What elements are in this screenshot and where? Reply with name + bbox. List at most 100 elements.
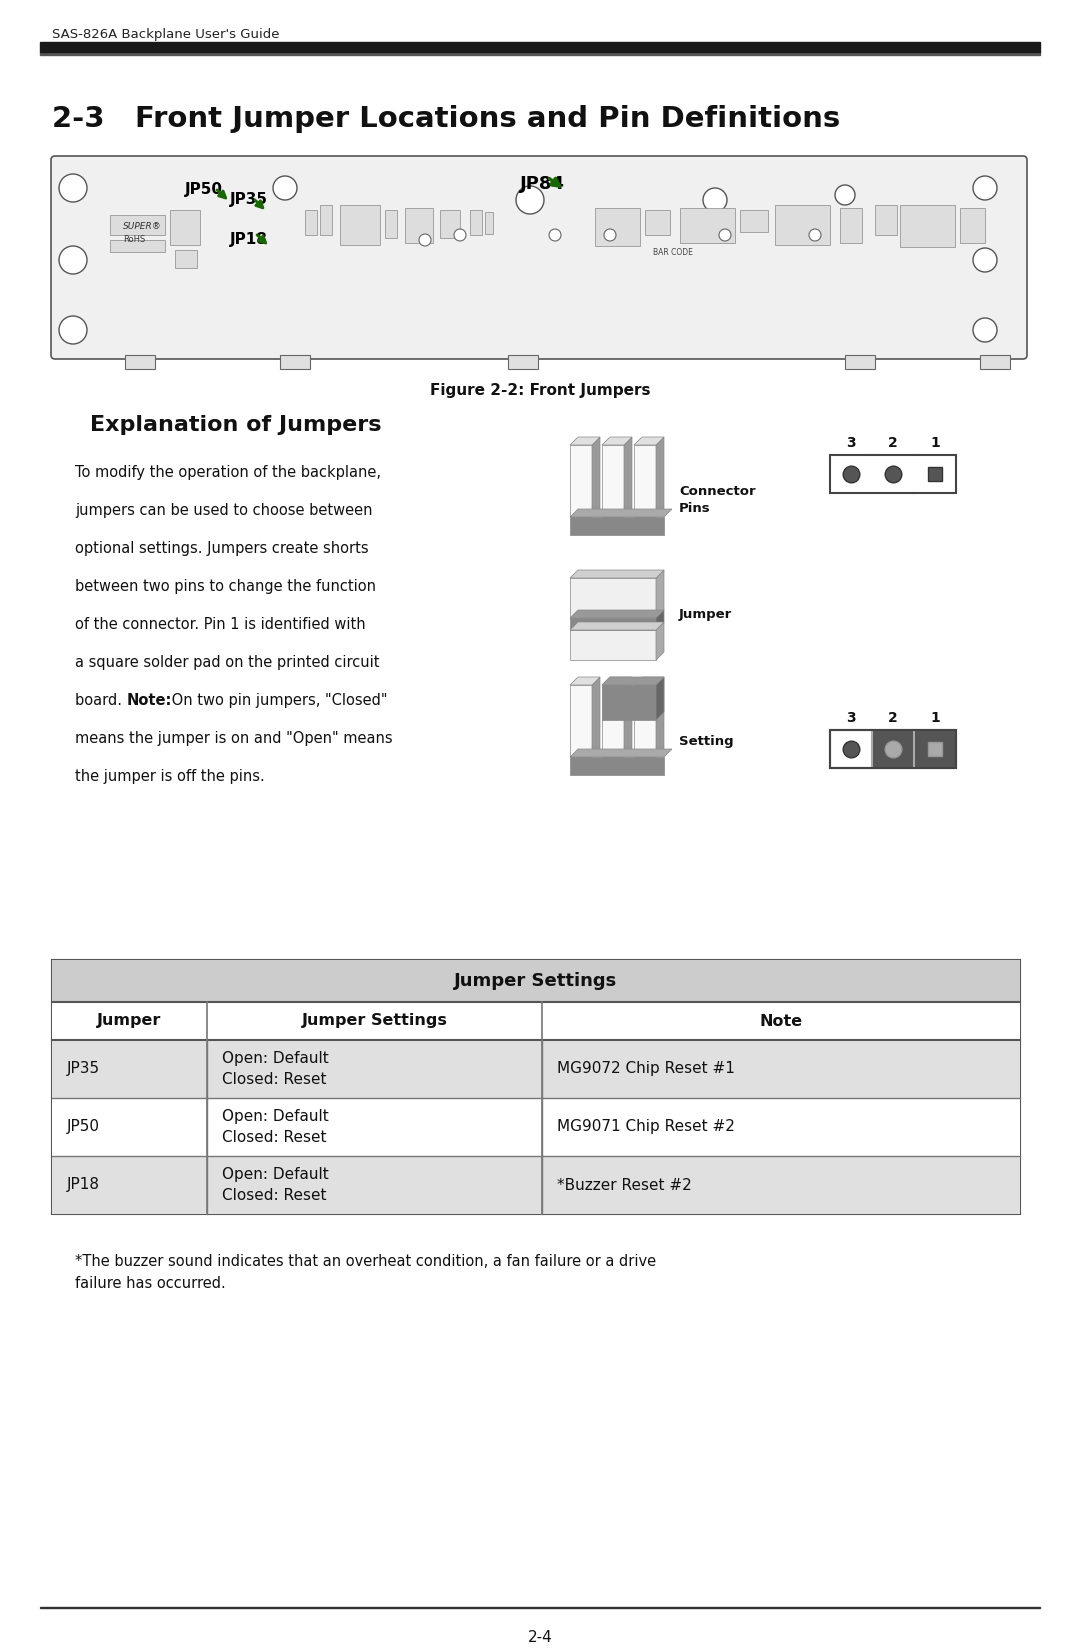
Text: Setting: Setting <box>679 734 733 747</box>
Polygon shape <box>602 676 632 685</box>
Text: JP50: JP50 <box>67 1119 100 1135</box>
Bar <box>602 446 624 516</box>
Text: RoHS: RoHS <box>123 234 145 244</box>
Circle shape <box>835 185 855 205</box>
Polygon shape <box>570 622 664 630</box>
Bar <box>440 210 460 238</box>
Circle shape <box>703 188 727 211</box>
Text: JP18: JP18 <box>230 233 268 248</box>
Bar <box>875 205 897 234</box>
Circle shape <box>719 229 731 241</box>
Circle shape <box>59 173 87 201</box>
Bar <box>570 446 592 516</box>
Bar <box>52 960 1020 1214</box>
Text: Open: Default
Closed: Reset: Open: Default Closed: Reset <box>222 1051 328 1087</box>
Polygon shape <box>656 676 664 719</box>
Polygon shape <box>656 676 664 757</box>
Bar <box>125 355 156 370</box>
Circle shape <box>973 318 997 342</box>
Circle shape <box>549 229 561 241</box>
Polygon shape <box>570 610 664 619</box>
Polygon shape <box>570 749 672 757</box>
Bar <box>980 355 1010 370</box>
Bar <box>52 1097 1020 1157</box>
Bar <box>570 757 664 776</box>
Bar <box>775 205 831 244</box>
Bar <box>52 1157 1020 1214</box>
Text: SUPER®: SUPER® <box>123 223 162 231</box>
Polygon shape <box>602 437 632 446</box>
Polygon shape <box>656 610 664 630</box>
Bar <box>508 355 538 370</box>
Bar <box>40 41 1040 53</box>
Polygon shape <box>592 676 600 757</box>
Bar <box>634 446 656 516</box>
Text: between two pins to change the function: between two pins to change the function <box>75 579 376 594</box>
Circle shape <box>59 246 87 274</box>
Text: Open: Default
Closed: Reset: Open: Default Closed: Reset <box>222 1167 328 1203</box>
Bar <box>110 214 165 234</box>
Polygon shape <box>570 437 600 446</box>
Text: 2: 2 <box>888 711 897 724</box>
Text: board.: board. <box>75 693 126 708</box>
Bar <box>170 210 200 244</box>
Text: Jumper Settings: Jumper Settings <box>455 972 618 990</box>
Bar <box>570 578 656 619</box>
Text: the jumper is off the pins.: the jumper is off the pins. <box>75 769 265 784</box>
Bar <box>845 355 875 370</box>
Bar <box>570 516 664 535</box>
Bar <box>740 210 768 233</box>
Text: JP18: JP18 <box>67 1178 100 1193</box>
Polygon shape <box>656 437 664 516</box>
Text: means the jumper is on and "Open" means: means the jumper is on and "Open" means <box>75 731 393 746</box>
Bar <box>831 729 956 767</box>
Text: JP35: JP35 <box>230 191 268 206</box>
Bar <box>831 729 956 767</box>
Polygon shape <box>592 437 600 516</box>
Bar <box>570 685 592 757</box>
Bar <box>305 210 318 234</box>
Text: Note:: Note: <box>127 693 173 708</box>
Polygon shape <box>656 622 664 660</box>
Text: jumpers can be used to choose between: jumpers can be used to choose between <box>75 503 373 518</box>
Text: 3: 3 <box>847 711 855 724</box>
Circle shape <box>516 186 544 215</box>
Bar <box>52 1002 1020 1040</box>
Polygon shape <box>634 676 664 685</box>
Bar <box>570 619 656 630</box>
Text: Explanation of Jumpers: Explanation of Jumpers <box>90 416 381 436</box>
FancyBboxPatch shape <box>51 157 1027 360</box>
Text: JP84: JP84 <box>519 175 565 193</box>
Text: To modify the operation of the backplane,: To modify the operation of the backplane… <box>75 465 381 480</box>
Bar <box>340 205 380 244</box>
Polygon shape <box>624 676 632 757</box>
Text: 1: 1 <box>930 711 940 724</box>
Bar <box>680 208 735 243</box>
Bar <box>110 239 165 252</box>
Bar <box>840 208 862 243</box>
Text: 3: 3 <box>847 436 855 450</box>
Text: Jumper Settings: Jumper Settings <box>301 1013 447 1028</box>
Text: SAS-826A Backplane User's Guide: SAS-826A Backplane User's Guide <box>52 28 280 41</box>
Text: Jumper: Jumper <box>97 1013 162 1028</box>
Polygon shape <box>624 437 632 516</box>
Circle shape <box>454 229 465 241</box>
Text: Jumper: Jumper <box>679 607 732 620</box>
Bar <box>960 208 985 243</box>
Bar <box>602 685 624 757</box>
Circle shape <box>809 229 821 241</box>
Circle shape <box>273 177 297 200</box>
Text: MG9071 Chip Reset #2: MG9071 Chip Reset #2 <box>557 1119 734 1135</box>
Text: 1: 1 <box>930 436 940 450</box>
Text: JP35: JP35 <box>67 1061 100 1076</box>
Bar <box>485 211 492 234</box>
Text: Connector
Pins: Connector Pins <box>679 485 756 515</box>
Bar <box>900 205 955 248</box>
Circle shape <box>604 229 616 241</box>
Bar <box>570 630 656 660</box>
Bar <box>384 210 397 238</box>
Text: Note: Note <box>759 1013 802 1028</box>
Bar <box>52 960 1020 1002</box>
Bar <box>645 210 670 234</box>
Text: *The buzzer sound indicates that an overheat condition, a fan failure or a drive: *The buzzer sound indicates that an over… <box>75 1254 657 1292</box>
